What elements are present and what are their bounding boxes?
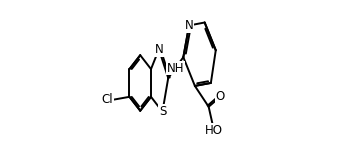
Text: N: N: [185, 19, 193, 32]
Text: NH: NH: [167, 61, 184, 75]
Text: Cl: Cl: [101, 93, 113, 106]
Text: HO: HO: [205, 124, 223, 137]
Text: S: S: [159, 105, 166, 118]
Text: N: N: [155, 43, 163, 56]
Text: O: O: [215, 90, 225, 103]
